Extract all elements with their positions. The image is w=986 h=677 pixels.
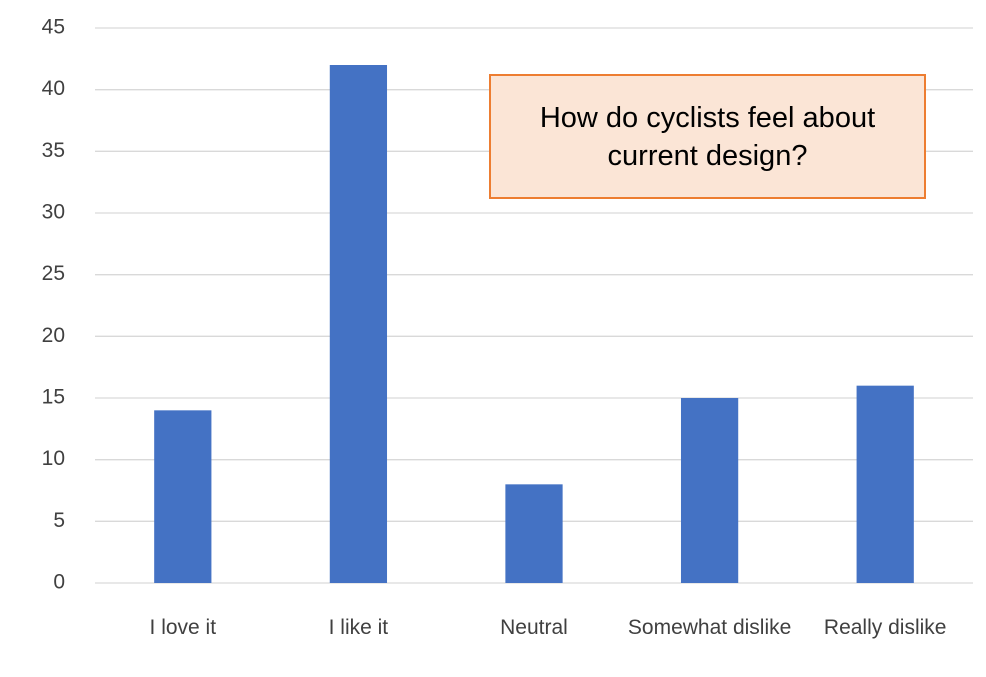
x-tick-label: Really dislike <box>823 616 947 639</box>
y-tick-label: 40 <box>42 77 65 100</box>
bar <box>154 410 212 583</box>
y-tick-label: 45 <box>42 16 65 39</box>
x-tick-label: Neutral <box>500 616 568 639</box>
x-tick-label: I like it <box>328 616 389 639</box>
x-tick-label: I love it <box>149 616 217 639</box>
title-box: How do cyclists feel about current desig… <box>489 74 926 199</box>
y-tick-label: 25 <box>42 262 65 285</box>
bar <box>329 65 388 583</box>
y-tick-label: 0 <box>53 571 65 594</box>
y-tick-label: 10 <box>42 447 65 470</box>
y-tick-label: 30 <box>42 201 65 224</box>
bar <box>505 484 563 583</box>
y-tick-label: 5 <box>53 509 65 532</box>
y-tick-label: 15 <box>42 386 65 409</box>
y-tick-label: 35 <box>42 139 65 162</box>
y-tick-label: 20 <box>42 324 65 347</box>
bar <box>680 398 739 583</box>
chart-title: How do cyclists feel about current desig… <box>539 101 876 172</box>
bar <box>856 385 914 583</box>
x-tick-label: Somewhat dislike <box>627 616 792 639</box>
